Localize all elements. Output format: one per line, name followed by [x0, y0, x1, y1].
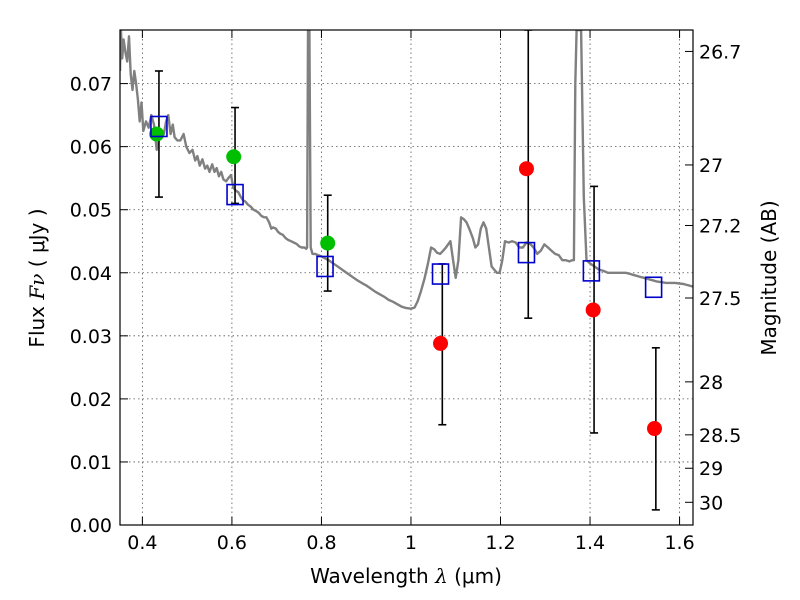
x-tick-label: 1 [405, 532, 417, 554]
y-tick-label: 0.04 [70, 263, 112, 285]
plot-frame [119, 29, 694, 526]
data-markers [149, 115, 663, 437]
y-axis-ticks: 0.00 0.01 0.02 0.03 0.04 0.05 0.06 0.07 [70, 74, 128, 537]
circle-marker [433, 335, 449, 351]
y2-axis-label: Magnitude (AB) [757, 200, 781, 355]
y-tick-label: 0.06 [70, 137, 112, 159]
x-tick-label: 0.6 [217, 532, 247, 554]
y2-tick-label: 28 [699, 372, 723, 394]
circle-marker [647, 421, 663, 437]
y2-tick-label: 27.2 [699, 215, 741, 237]
square-marker [644, 276, 663, 299]
y-tick-label: 0.01 [70, 452, 112, 474]
y-tick-label: 0.03 [70, 326, 112, 348]
y2-tick-label: 27 [699, 155, 723, 177]
x-tick-label: 0.8 [306, 532, 336, 554]
square-marker [517, 241, 536, 264]
y2-tick-label: 30 [699, 492, 723, 514]
y-tick-label: 0.00 [70, 515, 112, 537]
square-marker [226, 183, 244, 206]
y-tick-label: 0.02 [70, 389, 112, 411]
plot-area [120, 30, 693, 525]
x-tick-label: 1.6 [664, 532, 694, 554]
x-tick-label: 1.4 [575, 532, 605, 554]
square-marker [582, 260, 601, 282]
y2-axis-ticks: 26.7 27 27.2 27.5 28 28.5 29 30 [685, 41, 741, 514]
y2-tick-label: 27.5 [699, 288, 741, 310]
model-spectrum [120, 30, 693, 310]
y2-tick-label: 29 [699, 458, 723, 480]
y2-tick-label: 26.7 [699, 41, 741, 63]
square-marker [431, 263, 450, 285]
circle-marker [226, 149, 242, 165]
circle-marker [149, 126, 165, 142]
circle-marker [518, 161, 534, 177]
circle-marker [320, 235, 336, 251]
spectrum-line [120, 30, 693, 310]
y-axis-label: Flux Fν ( μJy ) [25, 208, 49, 347]
x-tick-label: 0.4 [127, 532, 157, 554]
y2-tick-label: 28.5 [699, 425, 741, 447]
x-tick-label: 1.2 [485, 532, 515, 554]
x-axis-label: Wavelength λ (μm) [310, 564, 502, 588]
square-marker [316, 255, 334, 278]
x-axis-ticks: 0.4 0.6 0.8 1 1.2 1.4 1.6 [127, 30, 695, 554]
circle-marker [585, 302, 601, 318]
y-tick-label: 0.05 [70, 200, 112, 222]
square-marker [150, 115, 168, 138]
y-tick-label: 0.07 [70, 74, 112, 96]
